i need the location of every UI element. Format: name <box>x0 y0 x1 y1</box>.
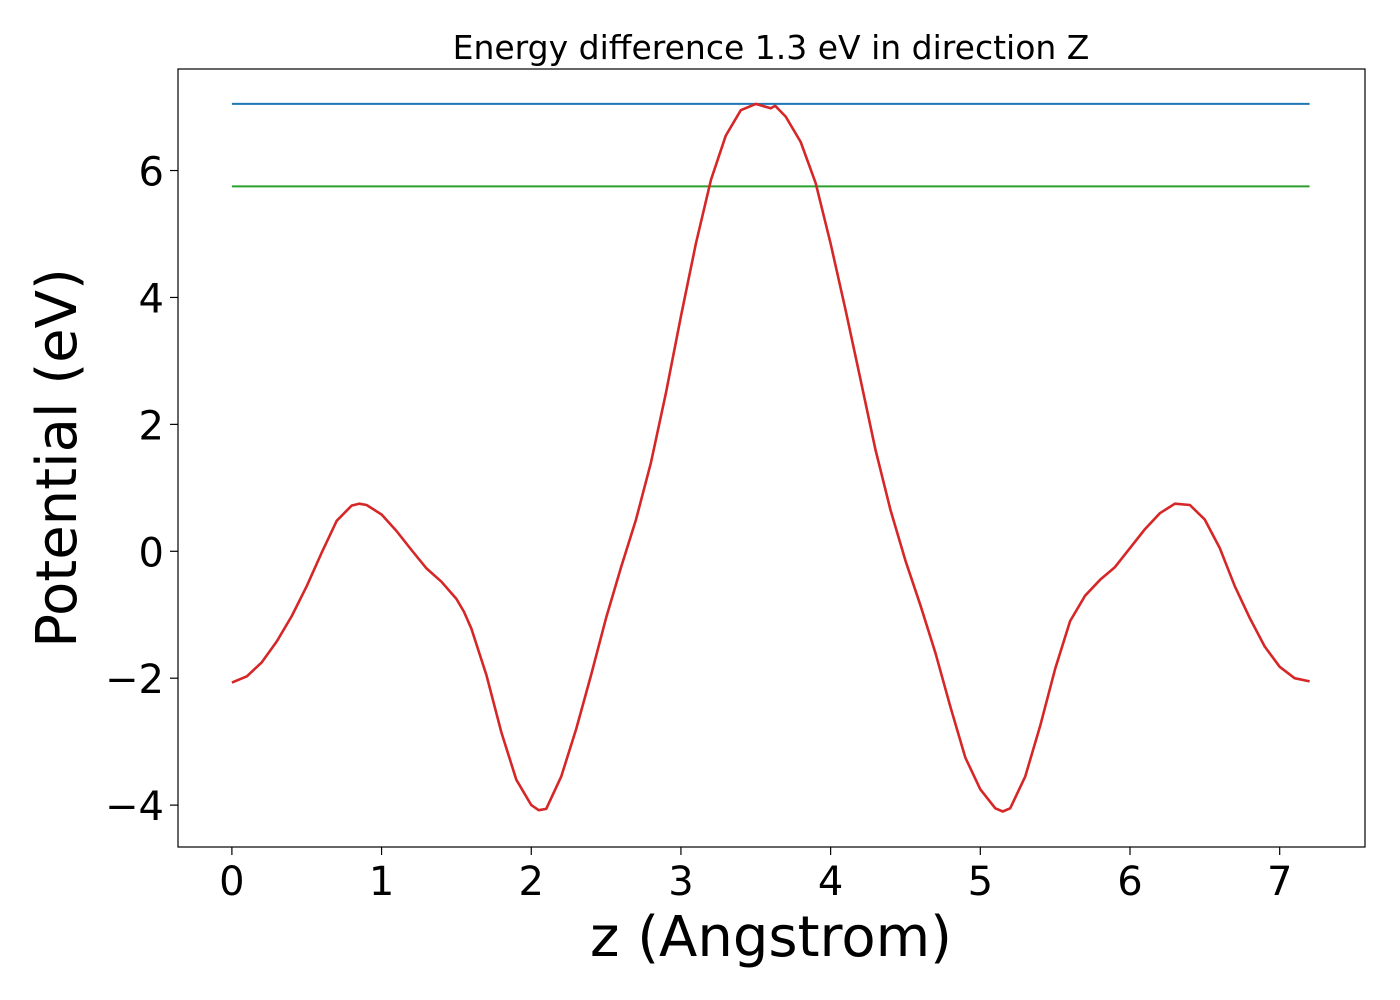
x-tick-label: 4 <box>818 859 843 905</box>
y-tick-label: −2 <box>105 657 164 703</box>
plot-frame <box>177 68 1366 848</box>
x-tick-label: 6 <box>1117 859 1142 905</box>
y-tick-label: 2 <box>139 403 164 449</box>
x-tick-label: 0 <box>219 859 244 905</box>
y-tick-label: 6 <box>139 150 164 196</box>
x-axis: 0 1 2 3 4 5 6 7 <box>219 847 1292 905</box>
y-axis: −4 −2 0 2 4 6 <box>105 150 178 830</box>
x-tick-label: 7 <box>1267 859 1292 905</box>
x-tick-label: 1 <box>369 859 394 905</box>
x-tick-label: 5 <box>968 859 993 905</box>
y-tick-label: 0 <box>139 530 164 576</box>
x-tick-label: 2 <box>519 859 544 905</box>
y-tick-label: 4 <box>139 276 164 322</box>
series-line-potential <box>231 102 1310 813</box>
x-axis-label: z (Angstrom) <box>590 905 952 970</box>
chart-title: Energy difference 1.3 eV in direction Z <box>453 28 1090 67</box>
x-tick-label: 3 <box>668 859 693 905</box>
y-tick-label: −4 <box>105 784 164 830</box>
y-axis-label: Potential (eV) <box>25 268 90 648</box>
